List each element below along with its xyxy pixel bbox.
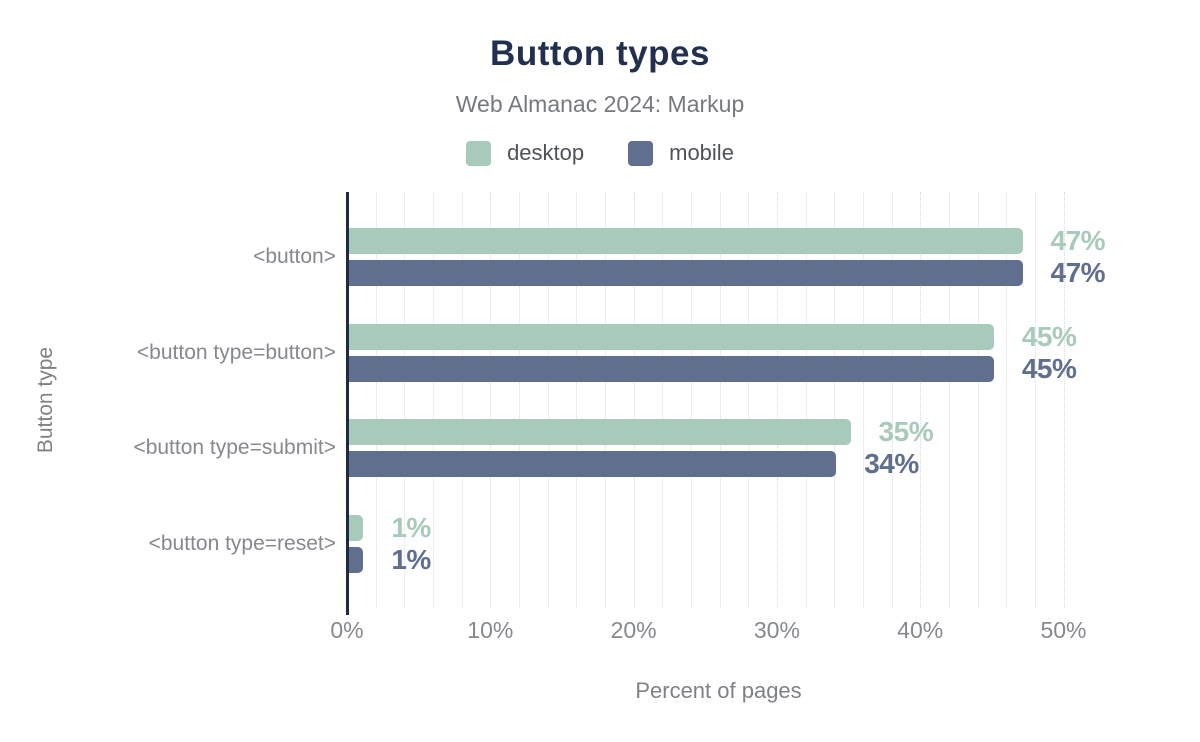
gridline-minor [1034, 192, 1036, 608]
gridline-minor [977, 192, 979, 608]
bar-desktop [349, 228, 1023, 254]
gridline-minor [891, 192, 893, 608]
gridline-minor [604, 192, 606, 608]
gridline-minor [461, 192, 463, 608]
x-axis-ticks: 0% 10% 20% 30% 40% 50% [330, 617, 1090, 647]
category-label: <button type=submit> [133, 436, 336, 459]
gridline-minor [576, 192, 578, 608]
category-label: <button type=button> [136, 340, 336, 364]
bar-mobile [349, 546, 364, 573]
gridline-minor [1006, 192, 1008, 608]
category-axis: <button> <button type=button> <button type… [0, 192, 336, 608]
gridline-minor [432, 192, 434, 608]
bar-desktop [349, 419, 851, 445]
value-label-mobile: 47% [1050, 257, 1106, 288]
gridline-minor [662, 192, 664, 608]
bar-desktop [349, 514, 364, 541]
legend-item-mobile: mobile [628, 140, 734, 166]
gridline-minor [690, 192, 692, 608]
gridline-minor [948, 192, 950, 608]
gridline-minor [834, 192, 836, 608]
x-tick-label: 50% [1040, 617, 1087, 643]
x-tick-label: 20% [610, 617, 657, 643]
value-label-mobile: 45% [1021, 352, 1077, 384]
chart-subtitle: Web Almanac 2024: Markup [455, 91, 745, 117]
x-axis-title: Percent of pages [635, 678, 802, 703]
legend: desktop mobile [0, 140, 1200, 166]
legend-swatch-icon [628, 140, 654, 166]
bar-mobile [349, 355, 994, 382]
legend-label: mobile [669, 140, 734, 165]
gridline-major [1063, 192, 1065, 608]
gridline-minor [805, 192, 807, 608]
value-label-desktop: 45% [1021, 320, 1077, 352]
x-tick-label: 10% [467, 617, 514, 643]
value-label-desktop: 47% [1050, 225, 1106, 256]
gridline-minor [404, 192, 406, 608]
value-label-mobile: 1% [391, 543, 431, 575]
gridline-minor [862, 192, 864, 608]
gridline-minor [547, 192, 549, 608]
gridline-minor [375, 192, 377, 608]
bar-mobile [349, 260, 1023, 286]
value-label-mobile: 34% [864, 448, 919, 479]
x-tick-label: 40% [897, 617, 944, 643]
x-tick-label: 30% [753, 617, 800, 643]
value-label-desktop: 1% [391, 511, 431, 543]
value-label-desktop: 35% [878, 416, 934, 447]
y-axis-line [346, 192, 349, 615]
bar-desktop [349, 323, 994, 350]
gridline-minor [719, 192, 721, 608]
bar-mobile [349, 451, 837, 477]
legend-swatch-icon [466, 140, 492, 166]
x-tick-label: 0% [330, 617, 364, 643]
gridline-major [776, 192, 778, 608]
gridline-minor [518, 192, 520, 608]
plot-area: 47% 47% 45% 45% 35% 34% 1% 1% [346, 192, 1106, 615]
legend-item-desktop: desktop [466, 140, 584, 166]
legend-label: desktop [507, 140, 585, 165]
category-label: <button> [253, 245, 336, 268]
gridline-major [633, 192, 635, 608]
chart-title: Button types [490, 34, 710, 73]
gridline-major [490, 192, 492, 608]
category-label: <button type=reset> [148, 531, 336, 555]
gridline-minor [748, 192, 750, 608]
gridline-major [920, 192, 922, 608]
